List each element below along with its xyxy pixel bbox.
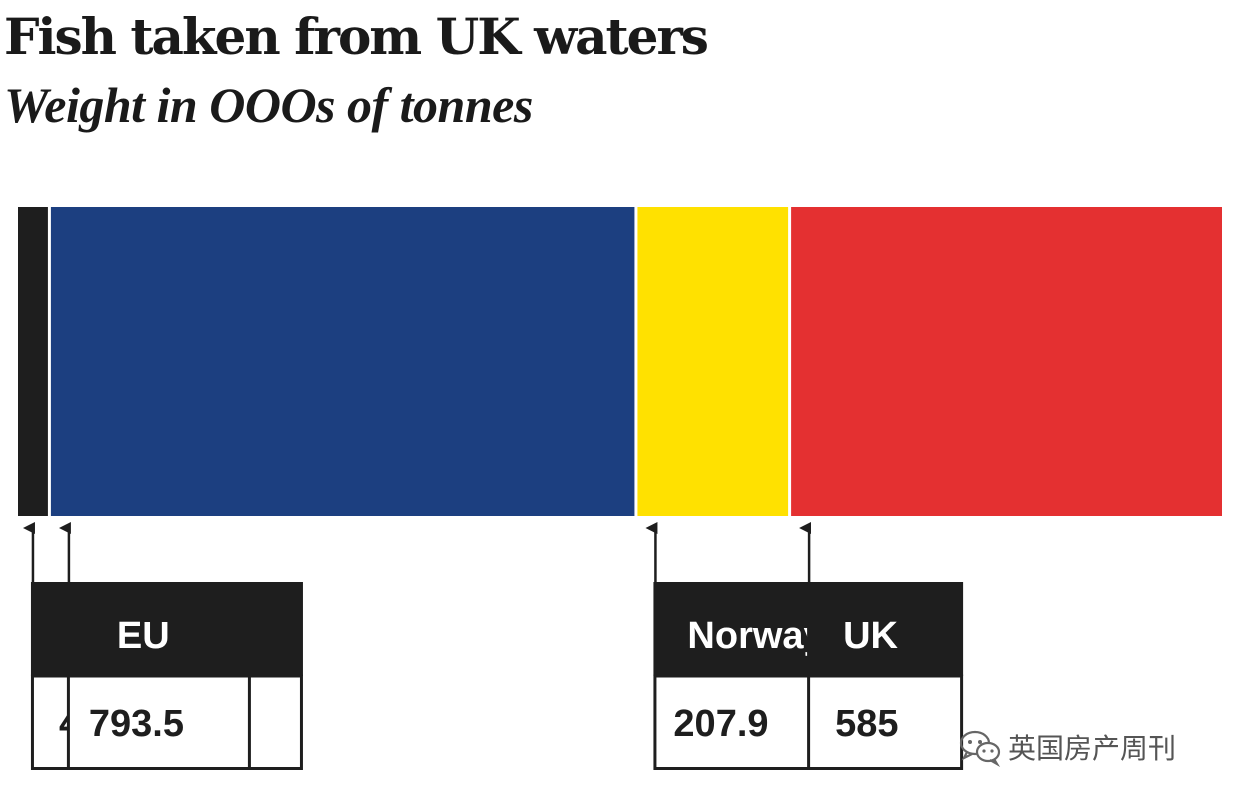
watermark: 英国房产周刊 xyxy=(958,727,1176,767)
value-label-uk: 585 xyxy=(835,703,898,745)
callout-header-uk xyxy=(807,582,964,676)
value-label-eu: 793.5 xyxy=(89,703,184,745)
watermark-text: 英国房产周刊 xyxy=(1008,732,1177,765)
bar-segment-eu xyxy=(50,207,635,516)
chart-subtitle: Weight in OOOs of tonnes xyxy=(4,77,533,133)
callout-header-eu xyxy=(66,582,251,676)
bar-segment-uk xyxy=(791,207,1222,516)
bar-segment-norway xyxy=(637,207,789,516)
callout-value-box-eu xyxy=(66,674,251,770)
value-label-norway: 207.9 xyxy=(673,703,768,745)
wechat-icon xyxy=(959,730,1001,767)
bar-segment-faroe-is xyxy=(18,207,48,516)
category-label-norway: Norway xyxy=(687,615,824,657)
callout-value-box-uk xyxy=(807,674,964,770)
category-label-eu: EU xyxy=(117,615,170,657)
category-label-uk: UK xyxy=(843,615,898,657)
chart-title: Fish taken from UK waters xyxy=(4,7,709,66)
